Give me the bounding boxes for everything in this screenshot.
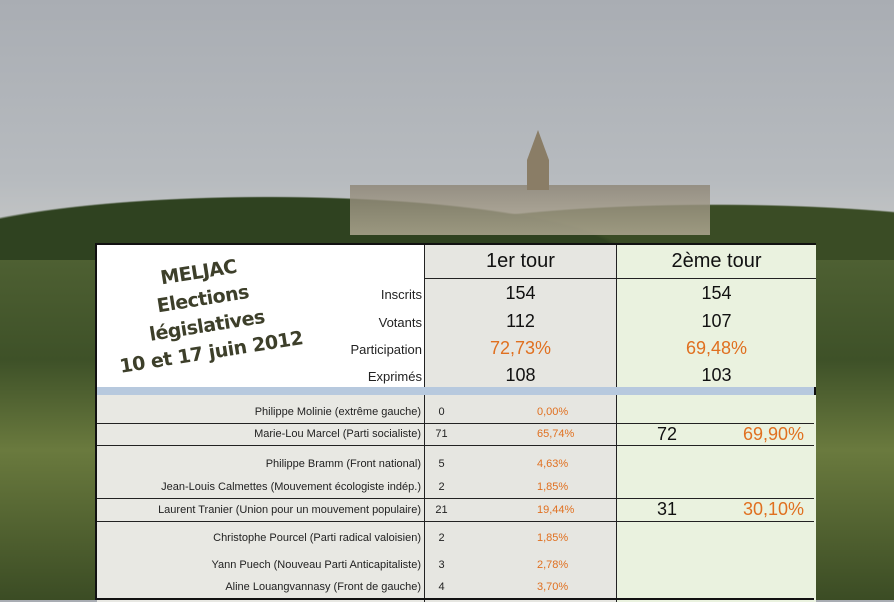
r2-inscrits: 154: [701, 283, 732, 303]
pct-r1: 4,63%: [537, 458, 569, 470]
header-round1: 1er tour: [425, 245, 616, 279]
candidate-row: Philippe Molinie (extrême gauche) 0 0,00…: [97, 395, 814, 423]
pct-r1: 2,78%: [537, 559, 569, 571]
label-votants: Votants: [378, 315, 422, 330]
candidate-name: Jean-Louis Calmettes (Mouvement écologis…: [161, 481, 421, 493]
candidate-name: Yann Puech (Nouveau Parti Anticapitalist…: [211, 559, 421, 571]
r1-exprimes: 108: [505, 365, 536, 385]
votes-r2: 31: [657, 499, 678, 519]
results-table: MELJAC Elections législatives 10 et 17 j…: [95, 243, 816, 602]
candidate-row: Marie-Lou Marcel (Parti socialiste) 71 6…: [97, 423, 814, 446]
page-title: MELJAC Elections législatives 10 et 17 j…: [98, 244, 312, 382]
candidate-rows: Christophe Pourcel (Parti radical valois…: [97, 522, 814, 600]
candidate-name: Marie-Lou Marcel (Parti socialiste): [254, 428, 421, 440]
pct-r2: 69,90%: [742, 424, 804, 444]
candidate-row: Laurent Tranier (Union pour un mouvement…: [97, 498, 814, 522]
header-round2: 2ème tour: [617, 245, 816, 279]
votes-r1: 5: [438, 458, 445, 470]
votes-r1: 2: [438, 481, 445, 493]
title-cell: MELJAC Elections législatives 10 et 17 j…: [97, 245, 424, 387]
label-inscrits: Inscrits: [380, 287, 422, 302]
pct-r1: 19,44%: [537, 504, 575, 516]
label-exprimes: Exprimés: [367, 369, 422, 384]
votes-r1: 3: [438, 559, 445, 571]
pct-r1: 1,85%: [537, 481, 569, 493]
candidate-rows: Philippe Bramm (Front national) 5 4,63% …: [97, 447, 814, 499]
candidate-name: Philippe Bramm (Front national): [265, 458, 421, 470]
r2-participation: 69,48%: [685, 338, 748, 358]
pct-r1: 65,74%: [537, 428, 575, 440]
r1-votants: 112: [506, 311, 535, 331]
candidate-name: Philippe Molinie (extrême gauche): [254, 406, 421, 418]
candidate-name: Christophe Pourcel (Parti radical valois…: [213, 532, 421, 544]
pct-r1: 0,00%: [537, 406, 569, 418]
votes-r1: 4: [438, 581, 445, 593]
round2-stats: 2ème tour 154 107 69,48% 103: [616, 245, 816, 387]
votes-r1: 2: [438, 532, 445, 544]
r1-participation: 72,73%: [489, 338, 552, 358]
pct-r1: 3,70%: [537, 581, 569, 593]
votes-r2: 72: [657, 424, 678, 444]
votes-r1: 21: [435, 504, 448, 516]
r1-inscrits: 154: [505, 283, 536, 303]
round1-stats: 1er tour 154 112 72,73% 108: [424, 245, 616, 387]
village-buildings: [350, 185, 710, 235]
r2-votants: 107: [701, 311, 732, 331]
church-steeple: [527, 130, 549, 190]
votes-r1: 0: [438, 406, 445, 418]
candidate-name: Aline Louangvannasy (Front de gauche): [225, 581, 421, 593]
separator-bar: [97, 387, 814, 395]
pct-r2: 30,10%: [742, 499, 804, 519]
pct-r1: 1,85%: [537, 532, 569, 544]
votes-r1: 71: [435, 428, 448, 440]
label-participation: Participation: [350, 342, 422, 357]
r2-exprimes: 103: [701, 365, 732, 385]
candidate-name: Laurent Tranier (Union pour un mouvement…: [158, 504, 421, 516]
